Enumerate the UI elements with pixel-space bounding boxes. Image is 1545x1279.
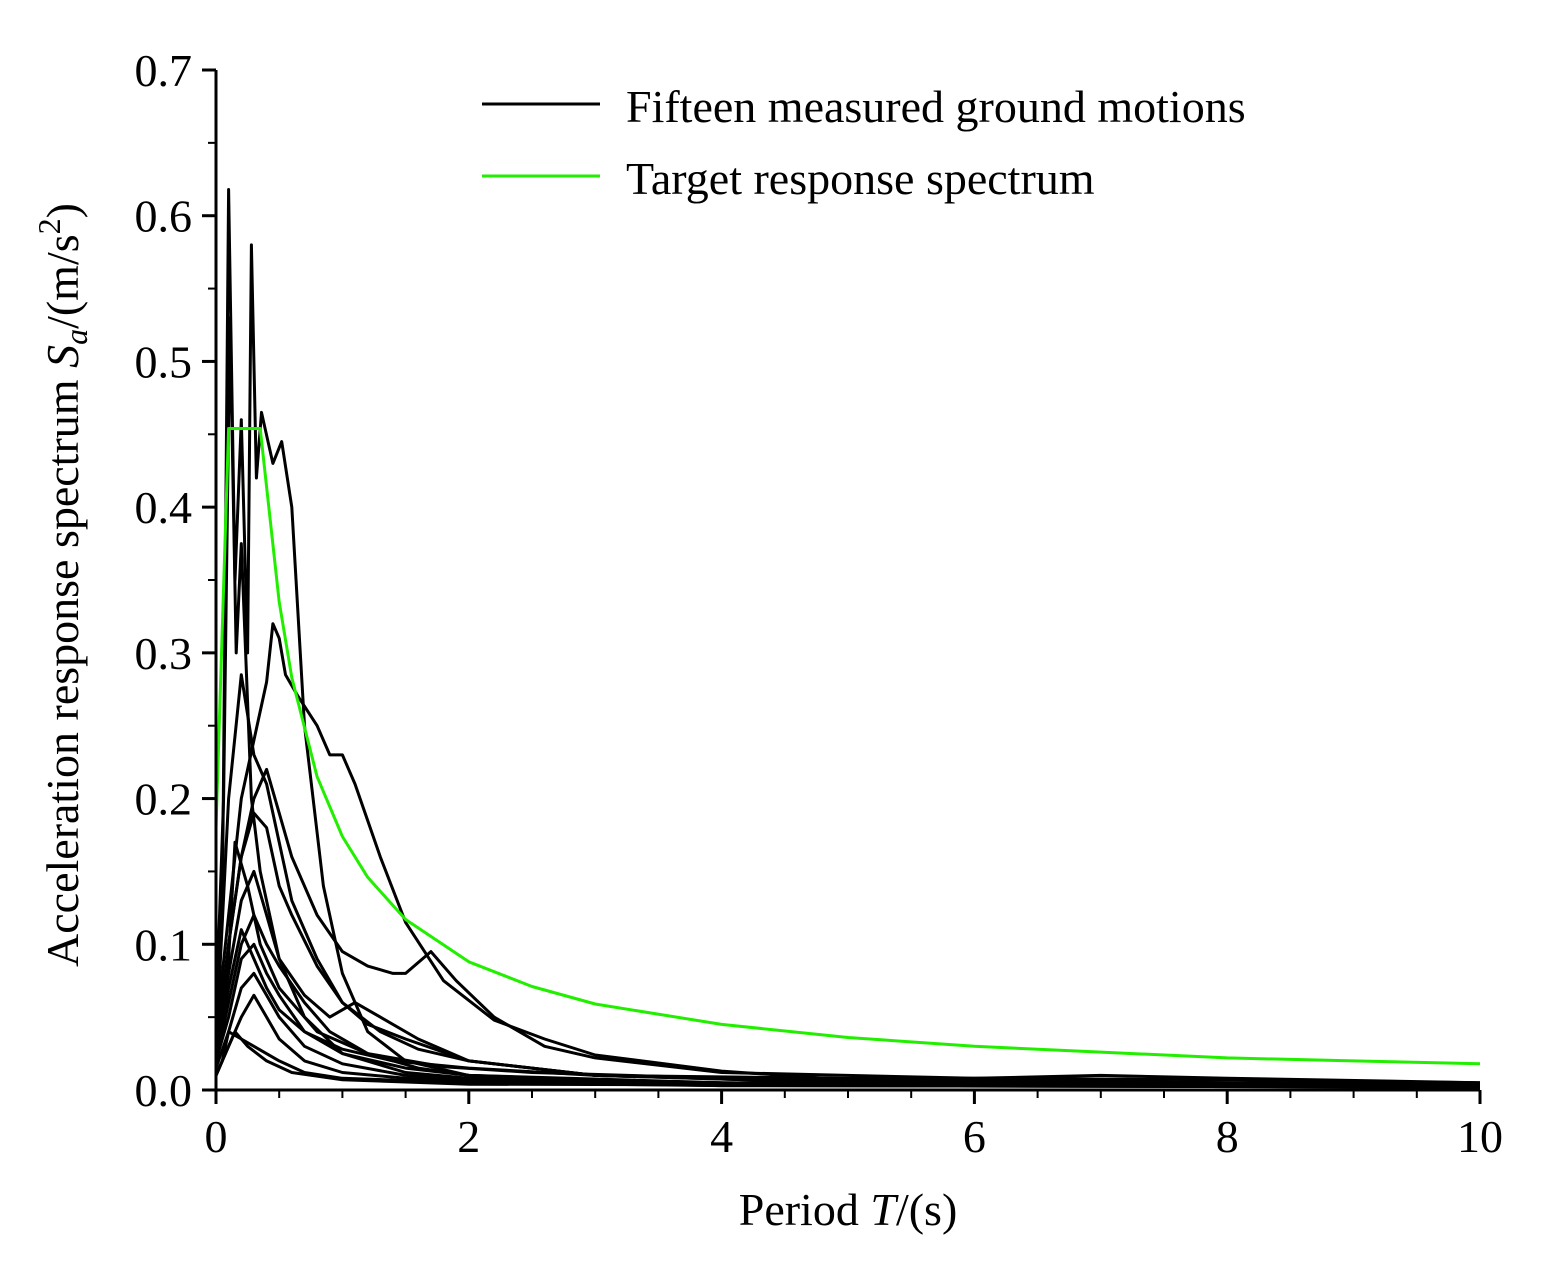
y-tick-label: 0.2 (135, 774, 193, 825)
x-tick-label: 0 (205, 1111, 228, 1162)
x-tick-label: 4 (710, 1111, 733, 1162)
axes-layer (214, 70, 1480, 1092)
x-axis-title: Period T/(s) (739, 1184, 958, 1235)
measured-motion-line-1 (214, 188, 1481, 1089)
x-tick-label: 8 (1216, 1111, 1239, 1162)
measured-motion-line-9 (214, 942, 1481, 1089)
measured-motion-line-7 (214, 869, 1481, 1088)
legend: Fifteen measured ground motions Target r… (482, 81, 1246, 204)
ticks-layer: 0 2 4 6 8 10 0.0 0.1 0.2 0.3 0.4 0.5 0.6 0.7 (135, 45, 1504, 1162)
measured-motion-line-14 (214, 928, 1481, 1088)
measured-motion-line-4 (214, 767, 1481, 1085)
measured-motion-line-3 (214, 622, 1481, 1085)
y-tick-label: 0.3 (135, 628, 193, 679)
series-layer (214, 188, 1481, 1089)
legend-label-measured: Fifteen measured ground motions (626, 81, 1246, 132)
legend-label-target: Target response spectrum (626, 153, 1095, 204)
y-tick-label: 0.1 (135, 919, 193, 970)
x-tick-label: 2 (457, 1111, 480, 1162)
measured-motion-line-15 (214, 840, 1481, 1086)
measured-motion-line-5 (214, 673, 1481, 1088)
y-tick-label: 0.4 (135, 482, 193, 533)
y-tick-label: 0.5 (135, 336, 193, 387)
measured-motion-line-13 (214, 1030, 1481, 1089)
y-tick-label: 0.0 (135, 1065, 193, 1116)
y-tick-label: 0.6 (135, 191, 193, 242)
measured-motion-line-6 (214, 811, 1481, 1088)
y-tick-label: 0.7 (135, 45, 193, 96)
measured-motion-line-2 (214, 316, 1481, 1089)
x-tick-label: 6 (963, 1111, 986, 1162)
x-tick-label: 10 (1457, 1111, 1503, 1162)
target-spectrum-line (214, 427, 1481, 1066)
y-axis-title: Acceleration response spectrum Sa/(m/s2) (31, 203, 94, 967)
